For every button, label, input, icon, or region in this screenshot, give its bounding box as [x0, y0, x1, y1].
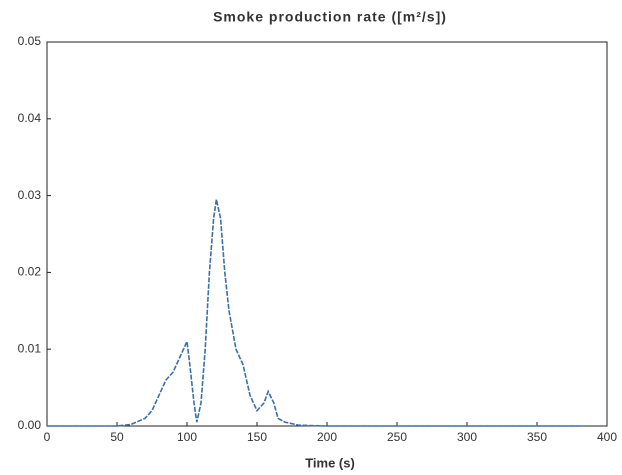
x-tick-label: 250 — [387, 430, 407, 444]
y-tick-label: 0.04 — [18, 111, 42, 125]
x-tick-label: 300 — [457, 430, 477, 444]
chart-title: Smoke production rate ([m²/s]) — [213, 9, 447, 25]
plot-frame — [46, 41, 608, 427]
x-tick-label: 100 — [177, 430, 197, 444]
data-line — [47, 199, 579, 427]
y-tick-label: 0.01 — [18, 341, 42, 355]
x-tick-label: 350 — [527, 430, 547, 444]
y-tick-label: 0.02 — [18, 265, 42, 279]
y-tick-label: 0.03 — [18, 188, 42, 202]
x-tick-label: 400 — [597, 430, 617, 444]
x-tick-label: 150 — [247, 430, 267, 444]
x-tick-label: 50 — [110, 430, 124, 444]
y-tick-label: 0.00 — [18, 418, 42, 432]
x-tick-label: 0 — [44, 430, 51, 444]
y-tick-label: 0.05 — [18, 34, 42, 48]
x-axis-label: Time (s) — [305, 455, 355, 470]
x-tick-label: 200 — [317, 430, 337, 444]
